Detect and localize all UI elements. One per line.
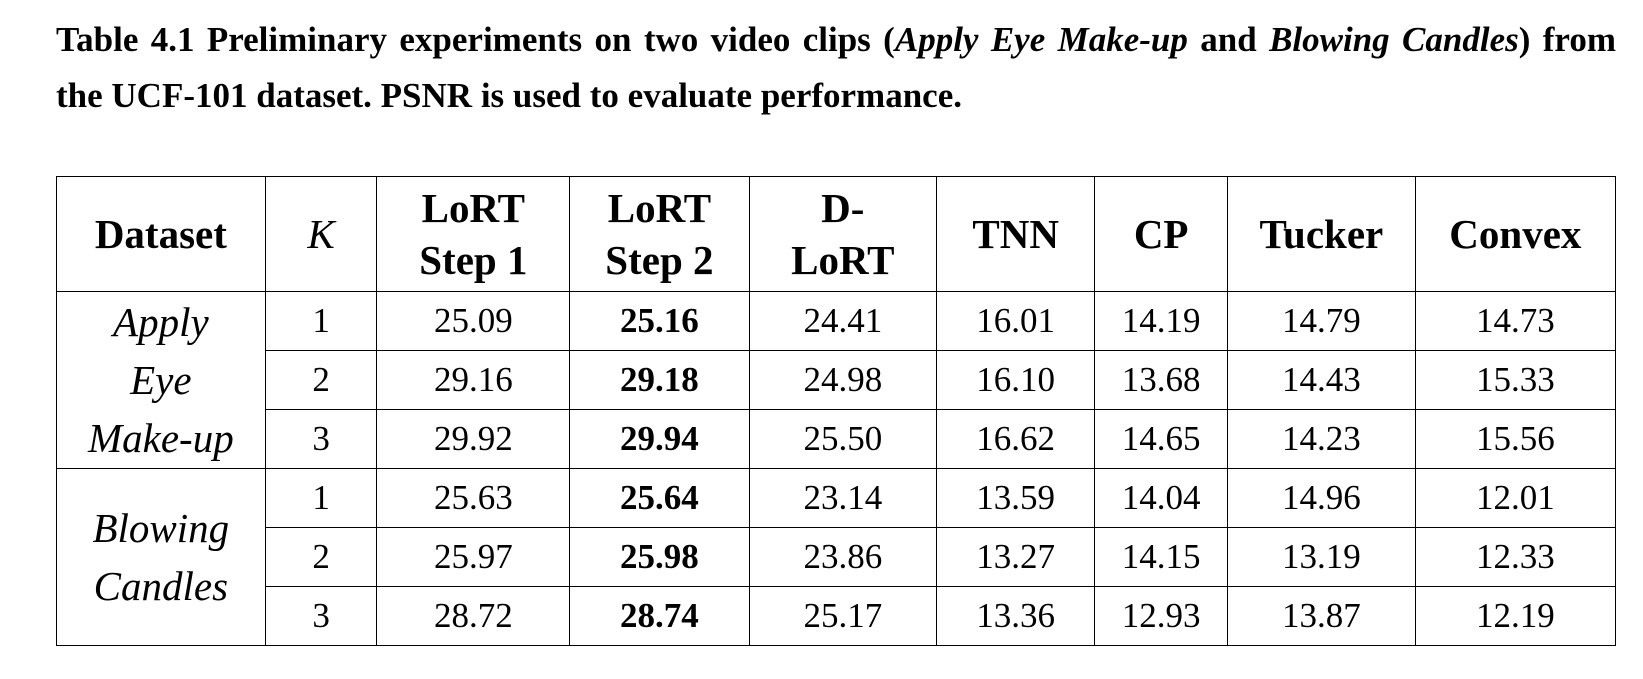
header-cp: CP (1094, 176, 1229, 292)
cell-convex: 14.73 (1414, 291, 1617, 351)
cell-lort-step2: 29.18 (569, 350, 750, 410)
cell-k: 1 (264, 468, 378, 528)
cell-k: 2 (264, 350, 378, 410)
cell-lort-step1: 25.63 (376, 468, 571, 528)
dataset-label-blowing-candles: Blowing Candles (56, 468, 266, 646)
header-dataset: Dataset (56, 176, 266, 292)
cell-tnn: 16.62 (936, 409, 1096, 469)
caption-clip-name: Blowing Candles (1269, 20, 1519, 59)
cell-tucker: 13.19 (1227, 527, 1416, 587)
cell-k: 3 (264, 586, 378, 646)
cell-lort-step1: 29.16 (376, 350, 571, 410)
cell-convex: 15.33 (1414, 350, 1617, 410)
cell-tucker: 14.43 (1227, 350, 1416, 410)
cell-tucker: 14.79 (1227, 291, 1416, 351)
cell-lort-step1: 25.97 (376, 527, 571, 587)
cell-tnn: 16.01 (936, 291, 1096, 351)
cell-k: 3 (264, 409, 378, 469)
table-row: 3 28.72 28.74 25.17 13.36 12.93 13.87 12… (57, 586, 1617, 646)
table-row: 2 29.16 29.18 24.98 16.10 13.68 14.43 15… (57, 350, 1617, 410)
cell-lort-step2: 25.98 (569, 527, 750, 587)
header-convex: Convex (1414, 176, 1617, 292)
cell-lort-step2: 29.94 (569, 409, 750, 469)
cell-d-lort: 25.17 (748, 586, 938, 646)
header-row: Dataset K LoRT Step 1 LoRT Step 2 D- LoRT T… (56, 176, 1617, 292)
caption-clip-name: Apply Eye Make-up (894, 20, 1188, 59)
cell-d-lort: 25.50 (748, 409, 938, 469)
cell-d-lort: 23.14 (748, 468, 938, 528)
dataset-label-apply-eye-makeup: Apply Eye Make-up (56, 291, 266, 469)
cell-tucker: 14.96 (1227, 468, 1416, 528)
cell-lort-step1: 25.09 (376, 291, 571, 351)
table-row: Blowing Candles 1 25.63 25.64 23.14 13.59… (56, 468, 1617, 646)
cell-cp: 14.65 (1094, 409, 1229, 469)
cell-lort-step2: 25.16 (569, 291, 750, 351)
cell-cp: 13.68 (1094, 350, 1229, 410)
cell-tnn: 13.36 (936, 586, 1096, 646)
cell-tnn: 13.27 (936, 527, 1096, 587)
cell-lort-step1: 28.72 (376, 586, 571, 646)
cell-tucker: 13.87 (1227, 586, 1416, 646)
table-row: Apply Eye Make-up 1 25.09 25.16 24.41 16.0… (56, 291, 1617, 469)
cell-k: 2 (264, 527, 378, 587)
cell-cp: 12.93 (1094, 586, 1229, 646)
cell-tnn: 16.10 (936, 350, 1096, 410)
cell-lort-step2: 28.74 (569, 586, 750, 646)
cell-cp: 14.19 (1094, 291, 1229, 351)
results-table: Dataset K LoRT Step 1 LoRT Step 2 D- LoRT T… (56, 176, 1617, 646)
cell-convex: 12.01 (1414, 468, 1617, 528)
cell-k: 1 (264, 291, 378, 351)
caption-text: ) from the UCF-101 dataset. PSNR is used… (56, 20, 1616, 115)
cell-d-lort: 24.41 (748, 291, 938, 351)
cell-cp: 14.04 (1094, 468, 1229, 528)
header-d-lort: D- LoRT (748, 176, 938, 292)
cell-convex: 12.19 (1414, 586, 1617, 646)
cell-convex: 15.56 (1414, 409, 1617, 469)
cell-cp: 14.15 (1094, 527, 1229, 587)
cell-d-lort: 23.86 (748, 527, 938, 587)
cell-d-lort: 24.98 (748, 350, 938, 410)
cell-tucker: 14.23 (1227, 409, 1416, 469)
table-row: 3 29.92 29.94 25.50 16.62 14.65 14.23 15… (57, 409, 1617, 469)
header-tucker: Tucker (1227, 176, 1416, 292)
table-row: 2 25.97 25.98 23.86 13.27 14.15 13.19 12… (57, 527, 1617, 587)
header-lort-step2: LoRT Step 2 (569, 176, 750, 292)
cell-lort-step2: 25.64 (569, 468, 750, 528)
caption-text: and (1187, 20, 1270, 59)
cell-lort-step1: 29.92 (376, 409, 571, 469)
cell-tnn: 13.59 (936, 468, 1096, 528)
caption-text: Table 4.1 Preliminary experiments on two… (56, 20, 895, 59)
header-k: K (264, 176, 378, 292)
table-caption: Table 4.1 Preliminary experiments on two… (56, 12, 1616, 124)
header-lort-step1: LoRT Step 1 (376, 176, 571, 292)
cell-convex: 12.33 (1414, 527, 1617, 587)
header-tnn: TNN (936, 176, 1096, 292)
